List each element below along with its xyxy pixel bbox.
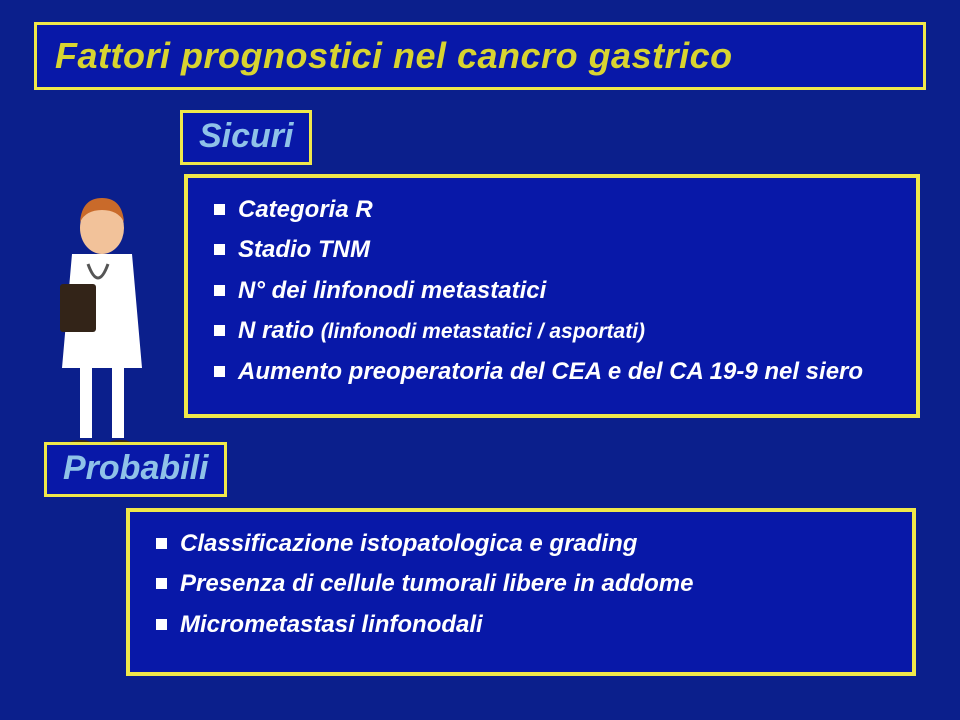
list-item: Stadio TNM xyxy=(212,234,896,266)
section-probabili-label: Probabili xyxy=(44,442,227,497)
probabili-list: Classificazione istopatologica e grading… xyxy=(154,528,892,641)
list-item-suffix: (linfonodi metastatici / asportati) xyxy=(321,320,645,343)
section-sicuri-text: Sicuri xyxy=(199,117,293,155)
title-box: Fattori prognostici nel cancro gastrico xyxy=(34,22,926,90)
section-probabili-box: Classificazione istopatologica e grading… xyxy=(126,508,916,676)
slide-root: Fattori prognostici nel cancro gastrico … xyxy=(0,0,960,720)
list-item: Aumento preoperatoria del CEA e del CA 1… xyxy=(212,356,896,388)
list-item: Categoria R xyxy=(212,194,896,226)
list-item: N° dei linfonodi metastatici xyxy=(212,275,896,307)
doctor-clipboard xyxy=(60,284,96,332)
doctor-illustration-icon xyxy=(42,188,162,448)
section-sicuri-label: Sicuri xyxy=(180,110,312,165)
list-item: Classificazione istopatologica e grading xyxy=(154,528,892,560)
section-sicuri-box: Categoria R Stadio TNM N° dei linfonodi me… xyxy=(184,174,920,418)
list-item: N ratio (linfonodi metastatici / asporta… xyxy=(212,315,896,347)
section-probabili-text: Probabili xyxy=(63,449,208,487)
list-item: Presenza di cellule tumorali libere in a… xyxy=(154,568,892,600)
list-item-prefix: N ratio xyxy=(238,317,321,344)
doctor-coat xyxy=(62,254,142,438)
sicuri-list: Categoria R Stadio TNM N° dei linfonodi me… xyxy=(212,194,896,388)
list-item: Micrometastasi linfonodali xyxy=(154,609,892,641)
slide-title: Fattori prognostici nel cancro gastrico xyxy=(55,35,905,77)
